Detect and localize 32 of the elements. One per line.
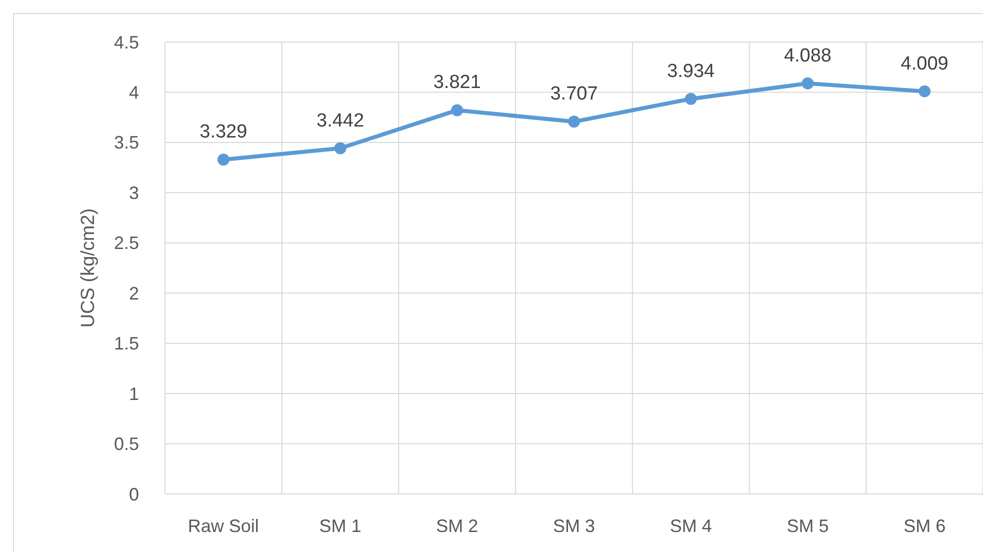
point [217, 154, 230, 166]
y-tick-label: 2.5 [114, 233, 139, 254]
y-tick-label: 0 [128, 484, 139, 504]
x-tick-label: SM 5 [786, 516, 829, 536]
y-axis-title: UCS (kg/cm2) [78, 208, 99, 328]
data-label: 3.442 [316, 110, 364, 132]
point [568, 116, 580, 128]
data-label: 3.821 [433, 72, 481, 94]
x-tick-label: SM 2 [436, 516, 478, 536]
y-tick-label: 3.5 [114, 132, 139, 153]
x-tick-label: SM 3 [552, 516, 596, 536]
point [334, 142, 346, 154]
point [451, 104, 464, 116]
y-tick-label: 4 [128, 82, 139, 103]
y-tick-label: 1 [128, 384, 139, 404]
y-tick-label: 1.5 [114, 334, 139, 354]
x-tick-label: SM 6 [904, 516, 946, 536]
y-tick-label: 2 [128, 283, 139, 304]
x-tick-label: SM 1 [319, 516, 362, 536]
data-label: 4.009 [900, 53, 948, 74]
x-tick-label: Raw Soil [188, 516, 259, 536]
data-label: 3.329 [200, 122, 248, 143]
point [918, 85, 931, 98]
x-tick-label: SM 4 [670, 516, 712, 536]
y-tick-label: 0.5 [114, 434, 139, 454]
data-label: 4.088 [784, 45, 832, 66]
point [684, 92, 697, 105]
data-label: 3.707 [550, 84, 598, 105]
y-tick-label: 3 [128, 182, 139, 203]
data-label: 3.934 [667, 60, 716, 82]
y-tick-label: 4.5 [114, 32, 139, 52]
point [802, 77, 814, 90]
